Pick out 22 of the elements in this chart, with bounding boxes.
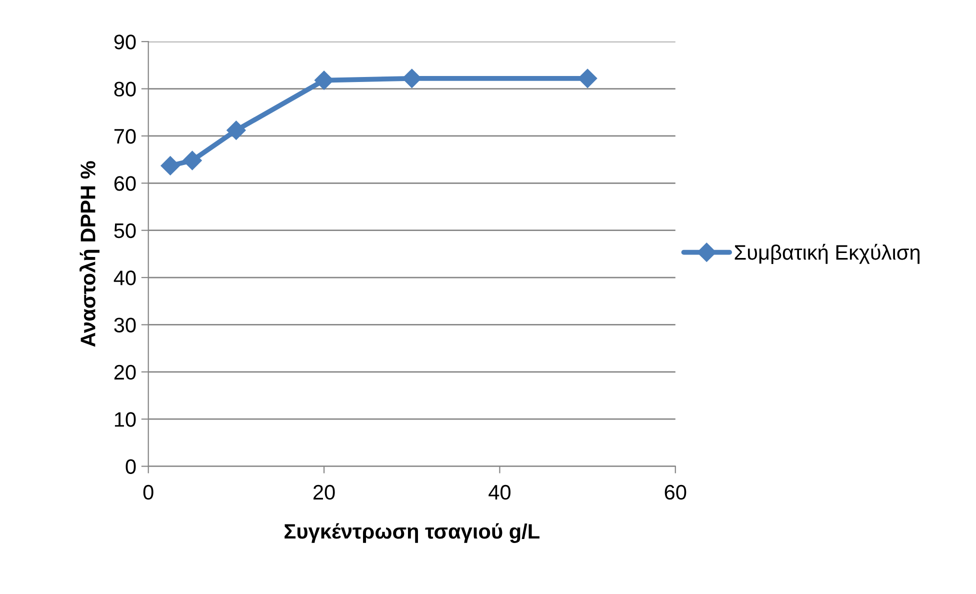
y-tick-label: 70	[114, 128, 136, 144]
x-tick-label: 0	[143, 484, 154, 500]
y-axis-title: Αναστολή DPPH %	[80, 161, 100, 347]
point	[402, 68, 422, 88]
y-tick-label: 30	[114, 318, 136, 332]
y-tick-label: 40	[114, 270, 136, 286]
point	[182, 150, 202, 170]
x-tick-label: 40	[488, 484, 510, 500]
x-tick-label: 60	[664, 484, 686, 500]
x-tick-label: 20	[313, 484, 335, 500]
y-tick-label: 0	[126, 459, 136, 474]
x-axis-title: Συγκέντρωση τσαγιού g/L	[284, 523, 540, 543]
point	[226, 120, 246, 140]
point	[578, 68, 598, 88]
legend-label: Συμβατική Εκχύλιση	[734, 244, 920, 264]
y-tick-label: 90	[114, 34, 136, 50]
y-tick-label: 60	[114, 176, 136, 191]
point	[160, 156, 180, 176]
y-tick-label: 20	[114, 364, 136, 380]
y-tick-label: 10	[114, 412, 136, 427]
y-tick-label: 50	[114, 223, 136, 238]
y-tick-label: 80	[114, 82, 136, 97]
